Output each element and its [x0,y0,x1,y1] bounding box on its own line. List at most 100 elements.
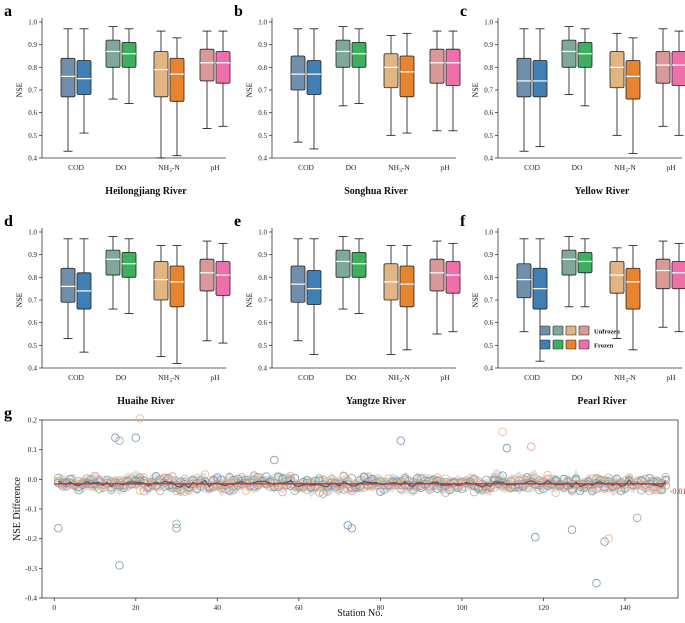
box-ph-frozen [671,261,685,290]
data-point [172,524,181,533]
box-nh3n-frozen [399,265,415,308]
y-tick-label: 0.7 [258,87,267,95]
box-ph-unfrozen [655,258,671,290]
box-nh3n-unfrozen [153,51,169,98]
panel-title: Songhua River [344,186,408,197]
box-ph-frozen [215,51,231,84]
y-tick-label: 0.6 [28,109,37,117]
data-point [372,477,381,487]
data-point [632,513,642,523]
x-tick-label: DO [572,373,583,382]
data-point [502,482,512,491]
y-tick-label: 0.6 [258,109,267,117]
y-tick-label: 0.8 [258,274,267,282]
box-cod-unfrozen [516,263,532,299]
y-tick-label: 0.5 [28,132,37,140]
y-tick-label: 0.6 [484,319,493,327]
y-tick-label: 0.9 [484,41,493,49]
x-tick-label: 140 [619,603,631,612]
legend-swatch [552,325,564,336]
data-point [208,480,218,490]
data-point [115,482,124,491]
panel-letter: g [4,405,12,422]
panel-b: b 0.4 0.5 0.6 0.7 0.8 0.9 1.0 NSE COD DO NH3-N pH Son… [234,3,461,197]
box-nh3n-unfrozen [609,51,625,89]
y-tick-label: 1.0 [28,19,37,27]
y-tick-label: 0.8 [28,64,37,72]
data-point [339,485,348,494]
data-point [543,471,552,480]
box-nh3n-frozen [169,265,185,308]
data-point [445,485,454,495]
y-tick-label: 0.1 [28,445,38,454]
y-tick-label: 0.5 [484,132,493,140]
panel-e: e 0.4 0.5 0.6 0.7 0.8 0.9 1.0 NSE COD DO NH3-N pH Yan… [234,213,461,407]
data-point [588,486,597,496]
y-axis-label: NSE [15,292,24,307]
x-tick-label: pH [666,373,676,382]
data-point [286,471,295,481]
x-tick-label: COD [298,373,314,382]
y-tick-label: 0.7 [28,87,37,95]
box-do-frozen [577,251,593,274]
box-nh3n-unfrozen [383,53,399,89]
x-tick-label: NH3-N [614,163,636,174]
x-tick-label: COD [524,163,540,172]
data-point [441,477,450,487]
box-nh3n-frozen [625,267,641,310]
box-do-frozen [577,42,593,68]
x-tick-label: 0 [52,603,56,612]
legend-label: Unfrozen [594,329,620,336]
y-tick-label: 1.0 [484,19,493,27]
panel-title: Pearl River [577,396,627,407]
data-point [172,486,181,495]
data-point [420,476,430,486]
data-point [478,482,487,492]
x-tick-label: DO [346,163,357,172]
box-nh3n-frozen [169,57,185,102]
data-point [376,487,385,496]
y-tick-label: -0.4 [25,594,37,603]
box-panels: a 0.4 0.5 0.6 0.7 0.8 0.9 1.0 NSE COD DO NH3-N pH Hei… [4,3,685,407]
data-point [645,477,654,487]
box-ph-frozen [445,261,461,294]
panel-letter: f [460,213,466,230]
panel-f: f 0.4 0.5 0.6 0.7 0.8 0.9 1.0 NSE COD DO NH3-N pH Pea… [460,213,685,407]
y-tick-label: -0.1 [25,505,37,514]
y-axis-label: NSE [471,82,480,97]
data-point [608,481,618,490]
data-point [412,474,422,483]
box-cod-unfrozen [60,57,76,98]
y-tick-label: 0.5 [28,342,37,350]
data-point [319,489,328,498]
x-tick-label: COD [524,373,540,382]
x-tick-label: NH3-N [614,373,636,384]
box-cod-frozen [532,60,548,98]
y-tick-label: 1.0 [28,229,37,237]
data-point [567,525,577,535]
y-tick-label: 0.9 [28,251,37,259]
data-point [151,477,161,486]
y-tick-label: 0.7 [484,297,493,305]
x-tick-label: NH3-N [388,163,410,174]
y-tick-label: 0.5 [484,342,493,350]
y-tick-label: 0.4 [484,365,493,373]
panel-a: a 0.4 0.5 0.6 0.7 0.8 0.9 1.0 NSE COD DO NH3-N pH Hei… [4,3,231,197]
y-tick-label: 0.9 [258,251,267,259]
panel-letter: c [460,3,467,20]
y-tick-label: -0.2 [25,534,37,543]
x-tick-label: pH [440,373,450,382]
legend-swatch [578,325,590,336]
data-point [457,484,467,494]
data-point [396,436,406,446]
data-point [526,442,536,451]
box-cod-unfrozen [516,57,532,98]
y-axis-label: NSE Difference [12,476,23,541]
data-point [653,485,662,495]
y-tick-label: 1.0 [484,229,493,237]
box-do-unfrozen [335,249,351,278]
data-point [176,477,185,486]
y-tick-label: 0.5 [258,342,267,350]
y-tick-label: 0.7 [28,297,37,305]
panel-letter: b [234,3,243,20]
